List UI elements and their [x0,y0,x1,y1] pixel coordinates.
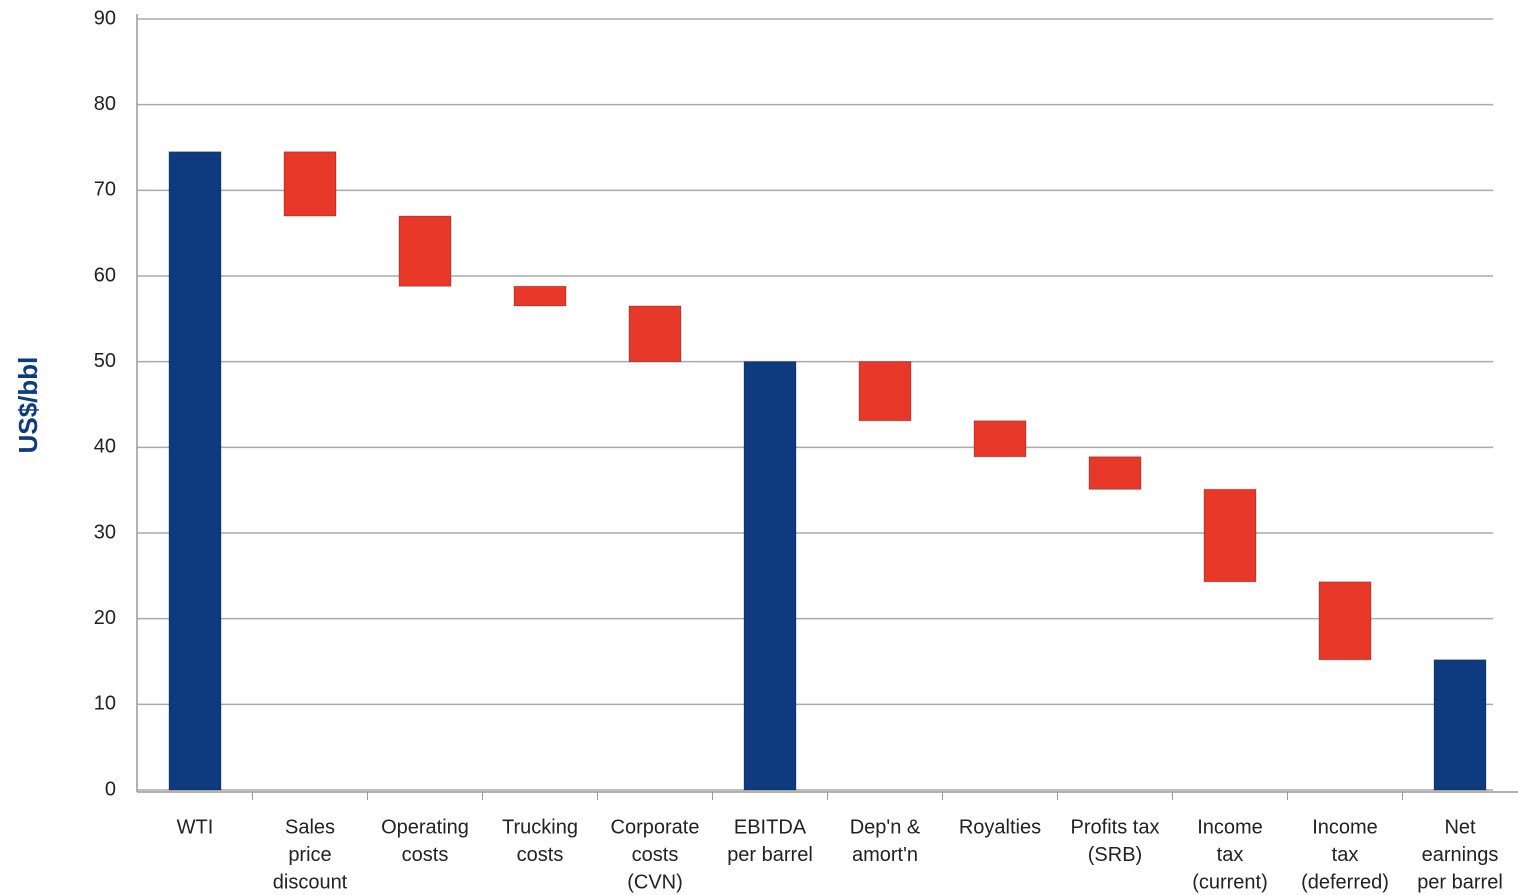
decrease-bar [1088,456,1142,490]
x-tick-label: costs [632,844,679,866]
decrease-bar [858,361,912,422]
x-tick-label: tax [1217,844,1244,866]
x-tick-label: earnings [1422,844,1499,866]
decrease-bar [628,305,682,363]
decrease-bar [1203,488,1257,583]
x-tick-label: tax [1332,844,1359,866]
x-tick-label: Dep'n & [850,816,921,838]
x-tick-label: WTI [177,816,214,838]
x-tick-label: EBITDA [734,816,807,838]
x-tick-label: Profits tax [1071,816,1160,838]
x-tick-label: costs [402,844,449,866]
x-tick-label: Corporate [611,816,700,838]
x-tick-label: (current) [1192,871,1268,893]
total-bar [168,151,222,791]
x-tick-label: (CVN) [627,871,683,893]
x-tick-label: price [288,844,331,866]
x-tick-label: per barrel [1417,871,1503,893]
decrease-bar [973,420,1027,458]
x-tick-label: Sales [285,816,335,838]
y-tick-label: 20 [94,607,116,629]
x-tick-label: Royalties [959,816,1041,838]
x-tick-label: Net [1444,816,1476,838]
y-tick-label: 40 [94,436,116,458]
total-bar [1433,659,1487,791]
y-tick-label: 80 [94,93,116,115]
y-tick-label: 60 [94,264,116,286]
decrease-bar [283,151,337,217]
decrease-bar [1318,581,1372,661]
y-tick-label: 90 [94,7,116,29]
x-tick-label: Operating [381,816,469,838]
y-tick-label: 50 [94,350,116,372]
x-tick-label: costs [517,844,564,866]
x-tick-label: amort'n [852,844,918,866]
x-tick-label: Trucking [502,816,578,838]
x-tick-label: per barrel [727,844,813,866]
x-tick-label: Income [1312,816,1378,838]
y-tick-label: 10 [94,693,116,715]
y-axis-label: US$/bbl [13,357,43,454]
y-tick-label: 0 [105,778,116,800]
decrease-bar [513,285,567,307]
decrease-bar [398,215,452,287]
x-tick-label: Income [1197,816,1263,838]
x-tick-label: (deferred) [1301,871,1389,893]
total-bar [743,361,797,791]
x-tick-label: discount [273,871,348,893]
y-tick-label: 30 [94,521,116,543]
x-tick-label: (SRB) [1088,844,1142,866]
y-tick-label: 70 [94,179,116,201]
